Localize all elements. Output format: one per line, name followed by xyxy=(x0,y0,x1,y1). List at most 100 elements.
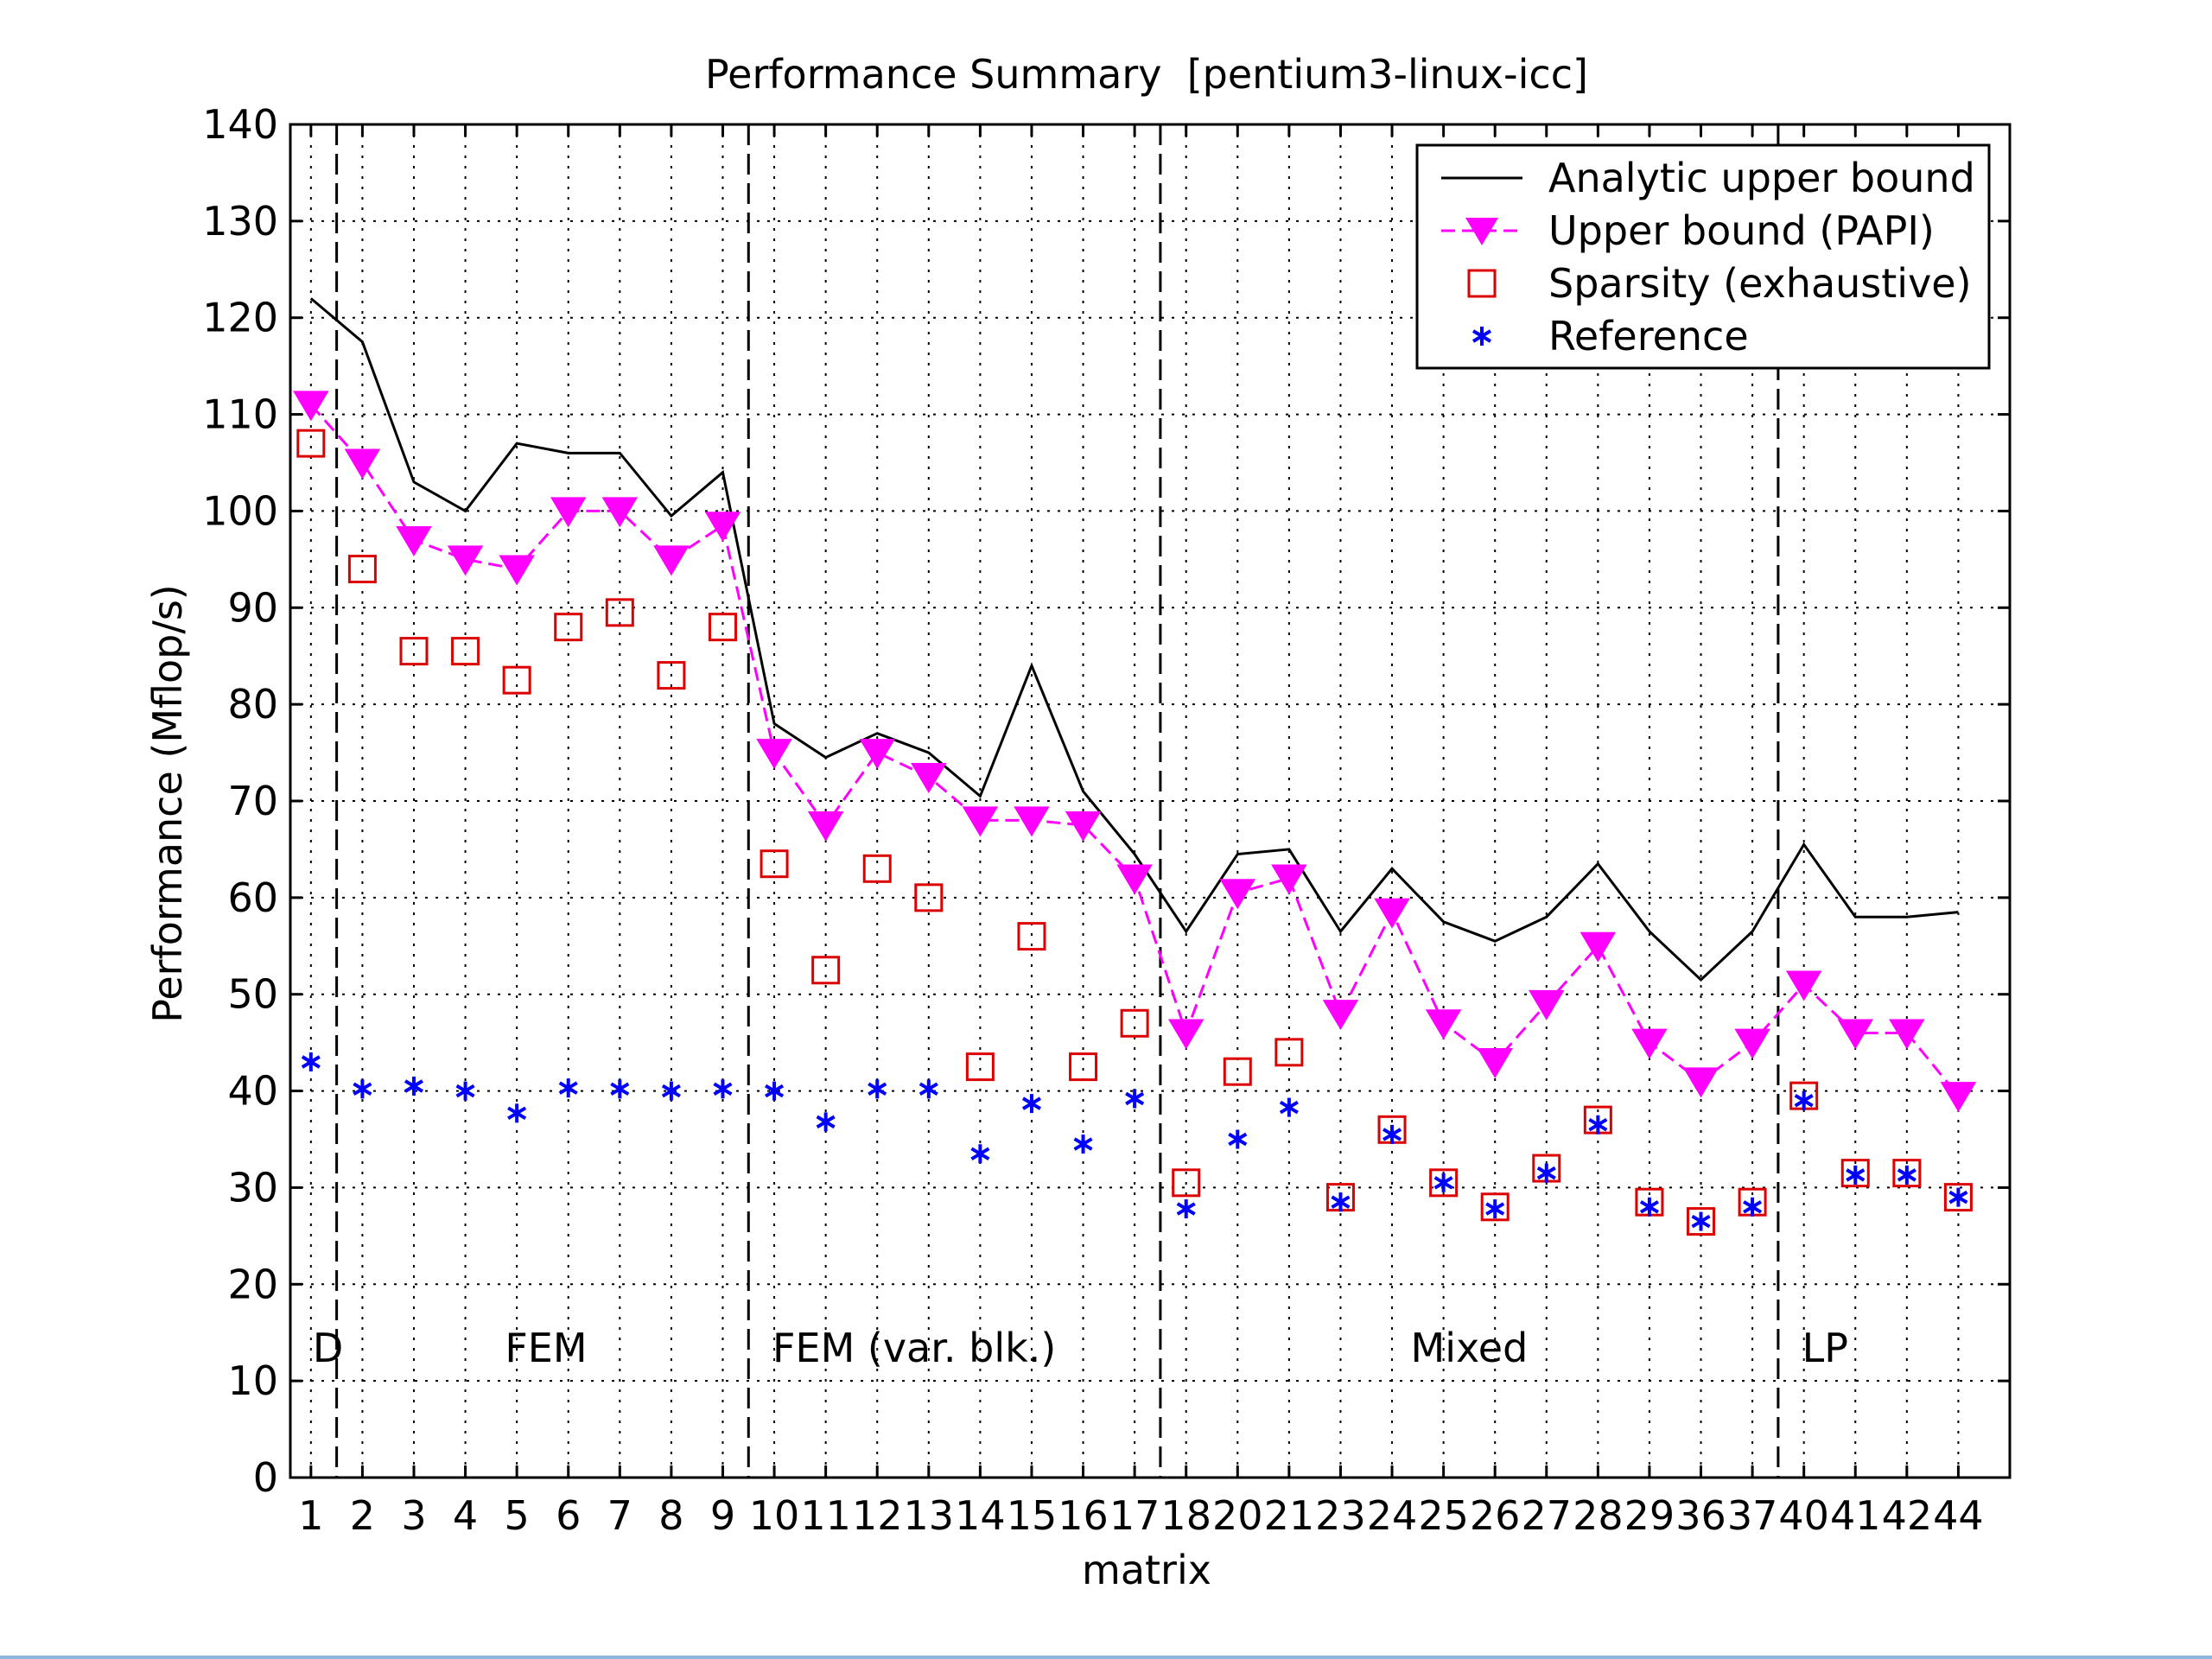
sparsity-point xyxy=(1943,1183,1973,1212)
papi-point xyxy=(1271,864,1307,895)
x-tick-label: 41 xyxy=(1830,1492,1881,1539)
papi-point xyxy=(1837,1019,1874,1050)
x-tick-label: 1 xyxy=(298,1492,323,1539)
reference-point xyxy=(1897,1165,1916,1185)
reference-point xyxy=(1382,1124,1402,1144)
y-tick-label: 30 xyxy=(227,1164,278,1211)
x-tick-label: 40 xyxy=(1778,1492,1829,1539)
papi-point xyxy=(653,545,690,576)
legend-label: Reference xyxy=(1548,313,1749,359)
sparsity-point xyxy=(1687,1207,1716,1236)
papi-point xyxy=(1014,806,1050,837)
x-tick-label: 20 xyxy=(1212,1492,1263,1539)
legend-entry: Sparsity (exhaustive) xyxy=(1467,260,1972,307)
reference-point xyxy=(1794,1090,1814,1110)
sparsity-point xyxy=(399,637,429,666)
papi-point xyxy=(1889,1019,1925,1050)
sparsity-point xyxy=(862,854,892,883)
x-tick-label: 13 xyxy=(904,1492,955,1539)
papi-point xyxy=(911,763,947,793)
reference-point xyxy=(1588,1115,1608,1135)
sparsity-point xyxy=(1017,922,1046,951)
y-tick-label: 0 xyxy=(253,1454,278,1501)
reference-point xyxy=(558,1078,578,1098)
papi-point xyxy=(499,555,535,586)
reference-point xyxy=(610,1079,630,1099)
papi-point xyxy=(1219,879,1256,910)
papi-point xyxy=(1631,1028,1668,1059)
papi-point xyxy=(859,739,895,770)
papi-point xyxy=(447,545,484,576)
y-tick-label: 50 xyxy=(227,971,278,1018)
x-tick-label: 44 xyxy=(1933,1492,1984,1539)
papi-point xyxy=(1785,970,1822,1001)
y-tick-label: 80 xyxy=(227,681,278,728)
x-tick-label: 17 xyxy=(1109,1492,1160,1539)
y-tick-label: 60 xyxy=(227,874,278,921)
legend-label: Analytic upper bound xyxy=(1548,155,1975,201)
papi-point xyxy=(1374,898,1410,929)
sparsity-point xyxy=(708,613,737,642)
group-label: FEM (var. blk.) xyxy=(772,1325,1056,1371)
x-tick-label: 37 xyxy=(1727,1492,1778,1539)
papi-point xyxy=(756,739,792,770)
reference-point xyxy=(1125,1089,1145,1109)
x-tick-label: 15 xyxy=(1007,1492,1058,1539)
x-tick-label: 5 xyxy=(505,1492,530,1539)
reference-point xyxy=(301,1052,321,1072)
reference-point xyxy=(1691,1211,1711,1231)
reference-point xyxy=(1279,1097,1299,1117)
sparsity-point xyxy=(811,956,841,985)
sparsity-point xyxy=(1480,1192,1510,1222)
reference-point xyxy=(1485,1199,1505,1219)
x-tick-label: 21 xyxy=(1264,1492,1315,1539)
sparsity-point xyxy=(1892,1159,1922,1188)
sparsity-point xyxy=(1223,1057,1252,1086)
x-tick-label: 14 xyxy=(955,1492,1006,1539)
papi-point xyxy=(1682,1067,1719,1098)
y-tick-label: 20 xyxy=(227,1261,278,1307)
reference-point xyxy=(1743,1197,1763,1217)
y-axis-label: Performance (Mflop/s) xyxy=(144,584,191,1022)
reference-point xyxy=(353,1079,372,1099)
papi-point xyxy=(1940,1082,1977,1113)
x-tick-label: 24 xyxy=(1367,1492,1418,1539)
x-tick-label: 7 xyxy=(607,1492,632,1539)
x-tick-label: 42 xyxy=(1882,1492,1933,1539)
sparsity-point xyxy=(451,637,480,666)
x-tick-label: 28 xyxy=(1573,1492,1624,1539)
y-tick-label: 10 xyxy=(227,1357,278,1404)
sparsity-point xyxy=(502,665,531,695)
group-label: Mixed xyxy=(1411,1325,1529,1371)
group-label: LP xyxy=(1802,1325,1848,1371)
series-reference xyxy=(301,1052,1968,1231)
papi-point xyxy=(1529,989,1565,1020)
sparsity-point xyxy=(554,613,583,642)
reference-point xyxy=(1433,1173,1453,1192)
papi-point xyxy=(1322,1000,1359,1031)
reference-point xyxy=(1846,1165,1866,1185)
y-tick-label: 70 xyxy=(227,778,278,824)
papi-point xyxy=(1477,1048,1513,1078)
group-label: FEM xyxy=(505,1325,587,1371)
papi-point xyxy=(962,806,999,837)
x-tick-label: 4 xyxy=(453,1492,478,1539)
x-tick-label: 29 xyxy=(1624,1492,1675,1539)
x-tick-label: 25 xyxy=(1418,1492,1469,1539)
papi-point xyxy=(1580,931,1617,963)
x-tick-label: 6 xyxy=(556,1492,581,1539)
papi-point xyxy=(807,810,844,842)
sparsity-point xyxy=(1429,1168,1459,1198)
reference-point xyxy=(868,1079,887,1099)
papi-point xyxy=(396,525,432,556)
x-tick-label: 18 xyxy=(1160,1492,1211,1539)
sparsity-point xyxy=(605,598,634,627)
reference-point xyxy=(816,1112,836,1132)
reference-point xyxy=(1073,1135,1093,1154)
sparsity-point xyxy=(296,429,326,458)
sparsity-point xyxy=(914,883,944,912)
x-tick-label: 16 xyxy=(1058,1492,1109,1539)
papi-point xyxy=(1425,1009,1462,1040)
